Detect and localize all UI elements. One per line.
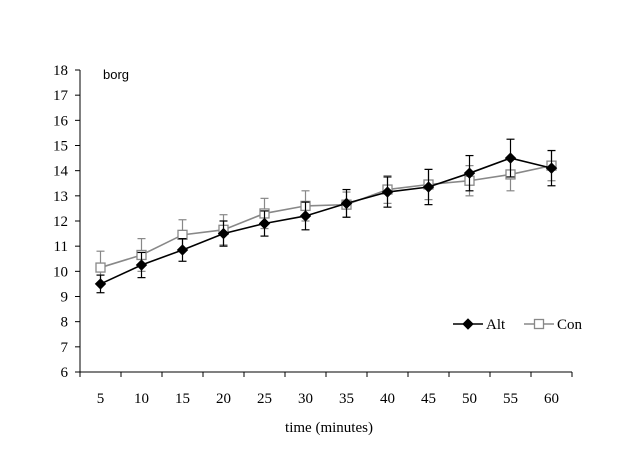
y-tick-label: 14: [53, 164, 69, 180]
legend-item-alt: Alt: [453, 317, 506, 333]
series-line-alt: [100, 157, 552, 285]
legend-label-con: Con: [557, 317, 583, 333]
series-layer: [94, 138, 558, 294]
x-tick-label: 15: [175, 391, 190, 407]
data-point-alt: [381, 186, 394, 198]
y-tick-label: 7: [61, 340, 69, 356]
y-tick-label: 12: [53, 214, 68, 230]
y-tick-label: 16: [53, 113, 69, 129]
data-point-alt: [422, 181, 435, 193]
x-tick-label: 25: [257, 391, 272, 407]
y-tick-label: 18: [53, 63, 68, 79]
y-tick-label: 6: [61, 365, 69, 381]
x-tick-label: 30: [298, 391, 313, 407]
data-point-con: [95, 262, 106, 273]
y-tick-label: 17: [53, 88, 69, 104]
data-point-alt: [258, 217, 271, 230]
x-axis-title: time (minutes): [285, 420, 373, 436]
x-tick-label: 5: [97, 391, 105, 407]
x-tick-label: 50: [462, 391, 477, 407]
data-point-alt: [135, 259, 148, 271]
legend-marker-con: [533, 318, 545, 330]
y-tick-label: 9: [61, 290, 69, 306]
x-axis-ticks: 5 10 15 20 25 30 35 40 45 50 55 60: [79, 372, 573, 407]
y-tick-label: 13: [53, 189, 68, 205]
data-point-con: [177, 229, 188, 240]
data-point-alt: [504, 152, 517, 164]
y-tick-label: 10: [53, 264, 68, 280]
chart-inner-label: borg: [103, 67, 129, 82]
data-point-alt: [340, 197, 353, 210]
y-tick-label: 15: [53, 139, 68, 155]
legend-marker-alt: [462, 318, 474, 330]
x-tick-label: 10: [134, 391, 149, 407]
series-alt: [94, 138, 558, 294]
y-tick-label: 8: [61, 315, 69, 331]
x-tick-label: 20: [216, 391, 231, 407]
series-con: [95, 149, 557, 285]
y-tick-label: 11: [54, 239, 68, 255]
data-point-alt: [545, 162, 558, 174]
x-tick-label: 35: [339, 391, 354, 407]
x-tick-label: 45: [421, 391, 436, 407]
x-tick-label: 60: [544, 391, 559, 407]
data-point-alt: [217, 227, 230, 240]
data-point-alt: [463, 167, 476, 179]
legend-item-con: Con: [524, 317, 583, 333]
legend: Alt Con: [453, 317, 583, 333]
y-axis-ticks: 6 7 8 9 10 11 12 13 14 15 16 17 18: [53, 63, 80, 381]
data-point-alt: [299, 210, 312, 222]
x-tick-label: 55: [503, 391, 518, 407]
data-point-alt: [94, 278, 107, 290]
data-point-alt: [176, 244, 189, 256]
x-tick-label: 40: [380, 391, 395, 407]
series-line-con: [100, 164, 552, 269]
legend-label-alt: Alt: [486, 317, 506, 333]
